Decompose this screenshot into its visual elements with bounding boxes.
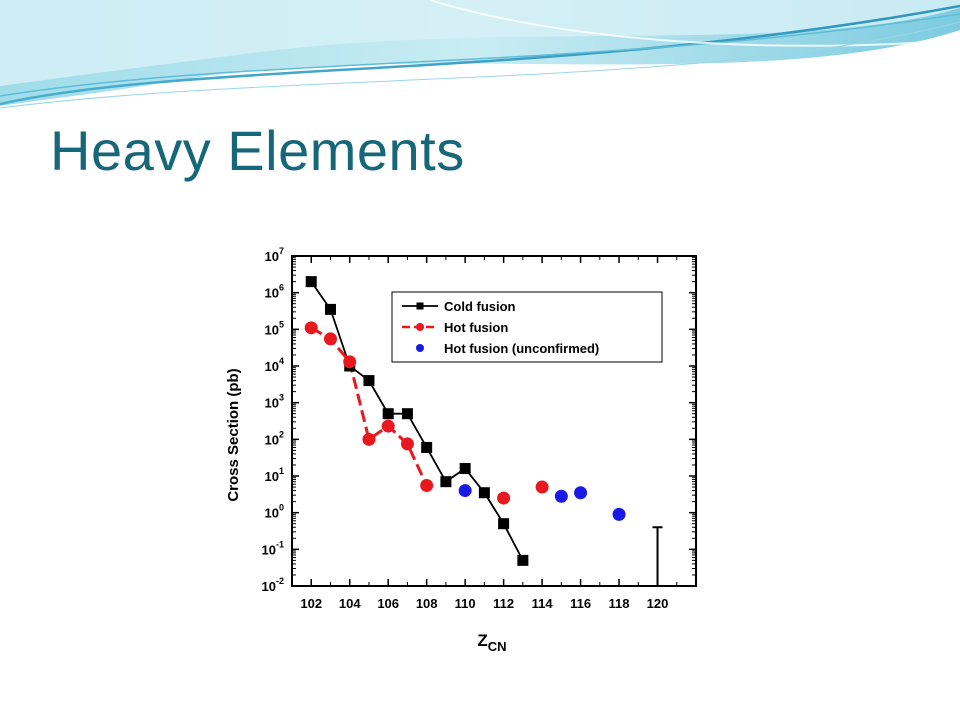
cold-fusion-point — [440, 476, 452, 488]
x-tick-label: 104 — [339, 596, 361, 611]
y-tick-label: 104 — [265, 356, 284, 374]
legend-label: Hot fusion — [444, 320, 508, 335]
unconfirmed-point — [554, 489, 568, 503]
annotation-layer — [652, 526, 663, 586]
x-tick-label: 108 — [416, 596, 438, 611]
x-tick-label: 118 — [609, 596, 630, 611]
cold-fusion-point — [517, 554, 529, 566]
y-tick-label: 105 — [265, 319, 284, 337]
y-axis-title: Cross Section (pb) — [225, 368, 242, 501]
x-tick-label: 120 — [647, 596, 669, 611]
slide-title: Heavy Elements — [50, 119, 465, 182]
legend-label: Hot fusion (unconfirmed) — [444, 341, 599, 356]
hot-fusion-point — [400, 437, 414, 451]
unconfirmed-point — [574, 486, 588, 500]
x-tick-label: 102 — [300, 596, 322, 611]
y-tick-label: 10-2 — [262, 576, 284, 594]
unconfirmed-point — [458, 484, 472, 498]
hot-fusion-point — [304, 321, 318, 335]
chart-figure: 107 106 105 104 103 102 101 100 10-1 10-2 102 104 1… — [182, 200, 778, 668]
y-tick-label: 100 — [265, 503, 284, 521]
y-tick-label: 102 — [265, 429, 284, 447]
x-axis-title: ZCN — [477, 631, 506, 654]
hot-fusion-point — [323, 332, 337, 346]
unconfirmed-point — [612, 507, 626, 521]
legend-marker-hot — [416, 323, 424, 331]
y-tick-label: 103 — [265, 393, 284, 411]
x-axis-ticks: 102 104 106 108 110 112 114 116 118 120 — [291, 256, 697, 611]
legend-box — [391, 291, 663, 363]
hot-fusion-point — [420, 479, 434, 493]
legend-marker-cold — [416, 302, 424, 310]
plot-border — [291, 255, 697, 587]
header-banner — [0, 0, 960, 109]
cold-fusion-point — [305, 276, 317, 288]
cold-fusion-point — [498, 518, 510, 530]
legend-label: Cold fusion — [444, 299, 516, 314]
x-tick-label: 116 — [570, 596, 591, 611]
cold-fusion-point — [363, 375, 375, 387]
cold-fusion-point — [478, 487, 490, 499]
cold-fusion-point — [401, 408, 413, 420]
x-tick-label: 110 — [455, 596, 476, 611]
y-axis-ticks: 107 106 105 104 103 102 101 100 10-1 10-2 — [262, 246, 696, 594]
y-tick-label: 101 — [265, 466, 284, 484]
y-tick-label: 107 — [265, 246, 284, 264]
hot-fusion-point — [343, 355, 357, 369]
cold-fusion-point — [324, 303, 336, 315]
hot-fusion-point — [381, 419, 395, 433]
x-tick-label: 112 — [493, 596, 514, 611]
y-tick-label: 10-1 — [262, 539, 284, 557]
x-tick-label: 106 — [377, 596, 399, 611]
hot-fusion-point — [362, 432, 376, 446]
plot-frame — [291, 255, 697, 587]
y-tick-label: 106 — [265, 283, 284, 301]
x-tick-label: 114 — [532, 596, 554, 611]
hot-fusion-point — [535, 480, 549, 494]
legend-marker-unconfirmed — [416, 344, 424, 352]
hot-fusion-point — [497, 491, 511, 505]
cold-fusion-point — [459, 463, 471, 475]
legend: Cold fusion Hot fusion Hot fusion (unconfi… — [391, 291, 663, 363]
cold-fusion-point — [421, 441, 433, 453]
cold-fusion-point — [382, 408, 394, 420]
series-layer — [304, 276, 626, 566]
